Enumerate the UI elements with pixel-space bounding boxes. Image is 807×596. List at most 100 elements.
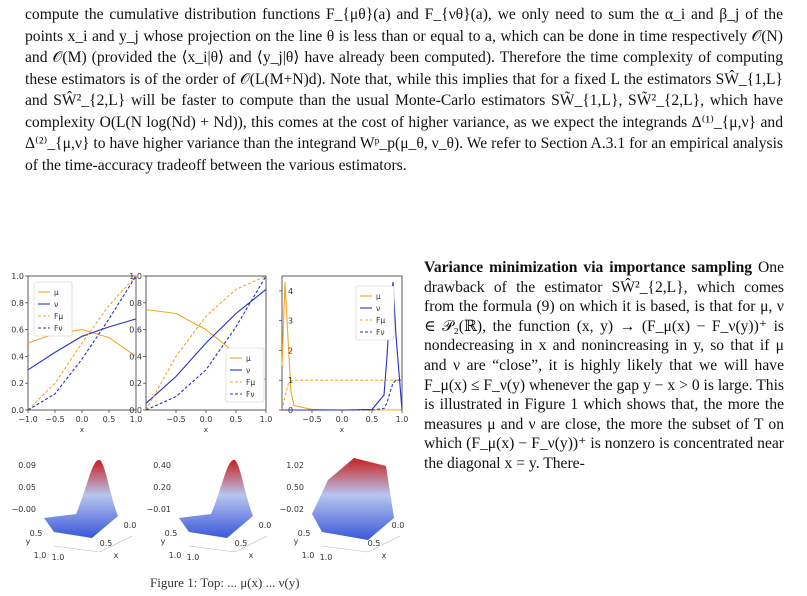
legend-label: Fμ — [376, 316, 385, 325]
y-axis-label: y — [26, 537, 31, 546]
z-tick-label: 0.05 — [18, 483, 36, 492]
y-tick-label: 1.0 — [129, 272, 142, 281]
x-axis-label: x — [204, 426, 208, 434]
y-axis-label: y — [161, 537, 166, 546]
series-line — [27, 329, 137, 357]
y-tick-label: 0 — [288, 406, 293, 415]
section-text: One drawback of the estimator SŴ²_{2,L}… — [424, 259, 784, 472]
x-tick-label: 0.5 — [103, 415, 116, 424]
figure-svg: −1.0 −0.5 0.0 0.5 1.0x0.00.20.40.60.81.0μνFμ… — [11, 272, 409, 562]
floor-axis — [234, 535, 268, 553]
legend-label: Fν — [376, 328, 385, 337]
y-tick-label: 0.8 — [11, 299, 24, 308]
legend-label: μ — [376, 292, 381, 301]
legend-box — [33, 281, 73, 337]
legend-label: Fμ — [54, 312, 63, 321]
y-tick-label: 0.4 — [11, 352, 24, 361]
legend-label: Fμ — [246, 378, 255, 387]
x-tick-label: 1.0 — [187, 553, 200, 562]
series-line — [145, 288, 267, 404]
variance-section: Variance minimization via importance sam… — [424, 258, 784, 474]
paragraph-text: compute the cumulative distribution func… — [25, 6, 783, 174]
y-tick-label: 4 — [288, 287, 293, 296]
x-tick-label: −0.5 — [302, 415, 321, 424]
surface-plot — [179, 459, 253, 538]
z-tick-label: 0.09 — [18, 461, 36, 470]
series-line — [27, 275, 137, 411]
legend-label: Fν — [246, 390, 255, 399]
floor-axis — [321, 545, 369, 553]
legend-label: ν — [376, 304, 380, 313]
x-axis-label: x — [382, 551, 387, 560]
x-tick-label: 0.5 — [366, 415, 379, 424]
floor-axis — [53, 545, 101, 553]
y-tick-label: 1.0 — [34, 551, 47, 560]
y-tick-label: 0.5 — [30, 529, 43, 538]
series-line — [281, 379, 402, 411]
y-tick-label: 1.0 — [302, 551, 315, 560]
legend-label: μ — [54, 288, 59, 297]
x-tick-label: 0.0 — [392, 521, 405, 530]
x-tick-label: −1.0 — [18, 415, 37, 424]
z-tick-label: −0.01 — [146, 505, 171, 514]
y-tick-label: 0.4 — [129, 352, 142, 361]
x-tick-label: 0.5 — [100, 539, 113, 548]
x-tick-label: 0.5 — [368, 539, 381, 548]
floor-axis — [188, 545, 236, 553]
y-tick-label: 0.0 — [129, 406, 142, 415]
series-line — [282, 379, 402, 411]
floor-axis — [99, 535, 133, 553]
x-tick-label: 0.5 — [230, 415, 243, 424]
legend-label: μ — [246, 354, 251, 363]
z-tick-label: −0.02 — [279, 505, 304, 514]
y-tick-label: 0.6 — [11, 326, 24, 335]
body-paragraph: compute the cumulative distribution func… — [25, 4, 783, 176]
y-tick-label: 1 — [288, 376, 293, 385]
legend-label: ν — [246, 366, 250, 375]
y-tick-label: 1.0 — [169, 551, 182, 560]
x-tick-label: 1.0 — [52, 553, 65, 562]
x-axis-label: x — [114, 551, 119, 560]
z-tick-label: 0.40 — [153, 461, 171, 470]
surface-plot — [44, 459, 118, 538]
x-tick-label: 0.5 — [235, 539, 248, 548]
x-tick-label: −0.5 — [45, 415, 64, 424]
legend-box — [355, 285, 395, 341]
legend-box — [225, 347, 265, 403]
x-tick-label: 1.0 — [320, 553, 333, 562]
y-tick-label: 0.2 — [11, 379, 24, 388]
y-tick-label: 1.0 — [11, 272, 24, 281]
z-tick-label: 0.50 — [286, 483, 304, 492]
x-axis-label: x — [249, 551, 254, 560]
y-tick-label: 0.6 — [129, 326, 142, 335]
z-tick-label: 1.02 — [286, 461, 304, 470]
y-tick-label: 3 — [288, 317, 293, 326]
x-tick-label: 0.0 — [259, 521, 272, 530]
z-tick-label: 0.20 — [153, 483, 171, 492]
x-tick-label: 1.0 — [396, 415, 409, 424]
y-tick-label: 0.0 — [11, 406, 24, 415]
floor-axis — [367, 535, 401, 553]
y-tick-label: 0.5 — [298, 529, 311, 538]
x-tick-label: 0.0 — [124, 521, 137, 530]
series-line — [27, 318, 137, 371]
y-tick-label: 0.5 — [165, 529, 178, 538]
x-tick-label: −0.5 — [166, 415, 185, 424]
figure-caption-fragment: Figure 1: Top: ... μ(x) ... ν(y) — [150, 575, 300, 590]
x-tick-label: 1.0 — [130, 415, 143, 424]
series-line — [27, 275, 137, 411]
x-tick-label: 0.0 — [336, 415, 349, 424]
figure-1: −1.0 −0.5 0.0 0.5 1.0 x 0.0 0.2 0.4 0.6 0.8 1.0 μ ν Fμ… — [6, 268, 410, 591]
x-tick-label: 0.0 — [76, 415, 89, 424]
y-tick-label: 0.2 — [129, 379, 142, 388]
legend-label: ν — [54, 300, 58, 309]
legend-label: Fν — [54, 324, 63, 333]
y-tick-label: 0.8 — [129, 299, 142, 308]
x-tick-label: 0.0 — [200, 415, 213, 424]
x-axis-label: x — [340, 426, 344, 434]
x-axis-label: x — [80, 426, 84, 434]
x-tick-label: 1.0 — [260, 415, 273, 424]
series-line — [145, 275, 267, 411]
surface-plot — [312, 458, 394, 540]
y-tick-label: 2 — [288, 346, 293, 355]
